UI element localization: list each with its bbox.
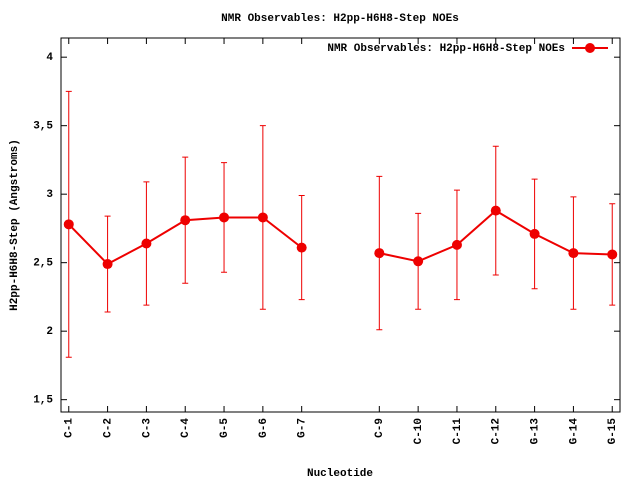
y-axis-label: H2pp-H6H8-Step (Angstroms) <box>9 139 21 311</box>
x-tick-label: G-7 <box>297 418 309 438</box>
x-axis-label: Nucleotide <box>307 468 373 480</box>
series-line <box>68 209 613 266</box>
x-tick-label: G-13 <box>530 418 542 445</box>
point <box>374 248 385 259</box>
x-tick-label: C-4 <box>180 418 192 438</box>
point <box>63 219 74 230</box>
point <box>568 248 579 259</box>
x-tick-label: G-15 <box>607 418 619 445</box>
x-tick-label: G-5 <box>219 418 231 438</box>
point <box>607 249 618 260</box>
x-tick-label: C-1 <box>64 418 76 438</box>
legend-label: NMR Observables: H2pp-H6H8-Step NOEs <box>327 43 565 55</box>
x-tick-label: C-12 <box>491 418 503 444</box>
y-tick-label: 2,5 <box>33 258 53 270</box>
point <box>219 212 230 223</box>
plot-frame <box>60 37 621 413</box>
point <box>141 238 152 249</box>
point <box>257 212 268 223</box>
x-tick-label: G-6 <box>258 418 270 438</box>
point <box>296 242 307 253</box>
point <box>451 239 462 250</box>
legend-marker <box>585 43 595 53</box>
x-tick-label: C-2 <box>102 418 114 438</box>
y-tick-label: 3,5 <box>33 121 53 133</box>
x-tick-label: C-9 <box>374 418 386 438</box>
y-tick-label: 1,5 <box>33 395 53 407</box>
point <box>490 205 501 216</box>
point <box>102 259 113 270</box>
point <box>529 228 540 239</box>
x-tick-label: C-3 <box>141 418 153 438</box>
x-tick-label: C-10 <box>413 418 425 444</box>
y-tick-label: 4 <box>46 52 53 64</box>
point <box>180 215 191 226</box>
y-tick-label: 3 <box>46 189 53 201</box>
point <box>413 256 424 267</box>
x-tick-label: C-11 <box>452 418 464 445</box>
x-tick-label: G-14 <box>568 418 580 445</box>
chart-title: NMR Observables: H2pp-H6H8-Step NOEs <box>221 13 459 25</box>
y-tick-label: 2 <box>46 326 53 338</box>
